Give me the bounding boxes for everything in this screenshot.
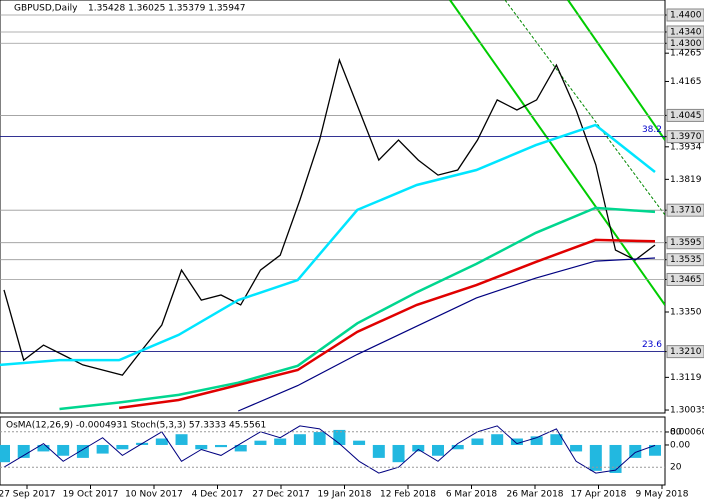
osma-bar <box>313 432 326 445</box>
osma-bar <box>491 434 504 445</box>
x-tick-label: 6 Mar 2018 <box>446 490 498 500</box>
x-tick-label: 10 Nov 2017 <box>125 490 183 500</box>
y-tick-label: 1.4265 <box>670 49 702 59</box>
indicator-pane <box>0 416 666 486</box>
indicator-plot <box>0 425 665 474</box>
y-tick-label: 1.4400 <box>670 10 702 20</box>
osma-bar <box>234 444 247 452</box>
y-tick-label: 1.3819 <box>670 175 702 185</box>
x-tick-label: 9 May 2018 <box>636 490 689 500</box>
osma-bar <box>0 444 10 463</box>
stoch-tick-label: 80 <box>670 427 682 437</box>
y-tick-label: 1.3465 <box>670 275 702 285</box>
x-tick-label: 17 Apr 2018 <box>571 490 627 500</box>
level-box <box>666 36 704 50</box>
y-tick-label: 1.3970 <box>670 132 702 142</box>
x-tick-label: 27 Sep 2017 <box>0 490 56 500</box>
moving-average <box>59 206 656 411</box>
channel-line <box>449 0 665 306</box>
osma-bar <box>293 434 306 445</box>
osma-bar <box>471 438 484 445</box>
level-box <box>666 203 704 217</box>
y-tick-label: 1.4165 <box>670 77 702 87</box>
y-tick-label: 1.3710 <box>670 206 702 216</box>
y-tick-label: 1.4045 <box>670 111 702 121</box>
osma-bar <box>17 444 30 458</box>
osma-bar <box>274 438 287 445</box>
osma-bar <box>550 434 563 445</box>
y-tick-label: 1.3595 <box>670 238 702 248</box>
osma-bar <box>96 444 109 454</box>
y-tick-label: 1.30035 <box>670 406 704 416</box>
osma-bar <box>215 444 227 448</box>
level-box <box>666 108 704 122</box>
osma-bar <box>570 444 583 452</box>
y-tick-label: 1.3210 <box>670 347 702 357</box>
price-pane <box>0 0 666 414</box>
price-plot <box>0 14 665 412</box>
level-box <box>666 253 704 267</box>
osma-bar <box>530 436 543 445</box>
osma-bar <box>609 444 622 473</box>
y-tick-label: 1.3119 <box>670 373 702 383</box>
y-tick-label: 1.4340 <box>670 27 702 37</box>
osma-bar <box>392 444 405 463</box>
level-box <box>666 8 704 22</box>
moving-average <box>237 257 656 412</box>
osma-tick-label: 0.00 <box>670 440 690 450</box>
osma-bar <box>510 438 523 445</box>
level-box <box>666 345 704 359</box>
stoch-line <box>3 425 656 474</box>
y-tick-label: 1.3535 <box>670 255 702 265</box>
osma-bar <box>195 444 208 450</box>
level-box <box>666 272 704 286</box>
osma-tick-label: 0.000604 <box>670 427 704 437</box>
moving-average <box>118 238 656 410</box>
osma-bar <box>589 444 602 471</box>
osma-bar <box>432 444 444 456</box>
y-tick-label: 1.3934 <box>670 142 702 152</box>
ohlc: 1.35428 1.36025 1.35379 1.35947 <box>88 4 245 14</box>
level-box <box>666 130 704 144</box>
channel-line <box>567 0 665 141</box>
x-tick-label: 19 Jan 2018 <box>318 490 372 500</box>
y-tick-label: 1.3350 <box>670 308 702 318</box>
x-tick-label: 26 Mar 2018 <box>506 490 563 500</box>
level-box <box>666 236 704 250</box>
y-tick-label: 1.4300 <box>670 39 702 49</box>
osma-bar <box>353 440 366 445</box>
x-tick-label: 27 Dec 2017 <box>252 490 310 500</box>
x-tick-label: 19 Oct 2017 <box>63 490 119 500</box>
moving-average <box>0 123 656 367</box>
osma-bar <box>175 434 188 445</box>
fib-label: 23.6 <box>642 340 662 350</box>
osma-bar <box>116 444 129 450</box>
x-tick-label: 12 Feb 2018 <box>380 490 436 500</box>
osma-bar <box>254 440 267 445</box>
osma-bar <box>451 444 464 450</box>
fib-label: 38.2 <box>642 125 662 135</box>
osma-bar <box>372 444 385 458</box>
osma-bar <box>412 444 425 452</box>
trend-channel <box>449 0 665 306</box>
x-tick-label: 4 Dec 2017 <box>192 490 244 500</box>
symbol-title: GBPUSD,Daily <box>14 4 78 14</box>
indicator-title: OsMA(12,26,9) -0.0004931 Stoch(5,3,3) 57… <box>6 421 266 431</box>
osma-bar <box>649 444 661 456</box>
osma-bar <box>37 444 50 452</box>
price-line <box>3 57 656 376</box>
stoch-tick-label: 20 <box>670 463 682 473</box>
osma-bar <box>57 444 70 456</box>
osma-bar <box>155 438 168 445</box>
osma-bar <box>333 429 346 445</box>
